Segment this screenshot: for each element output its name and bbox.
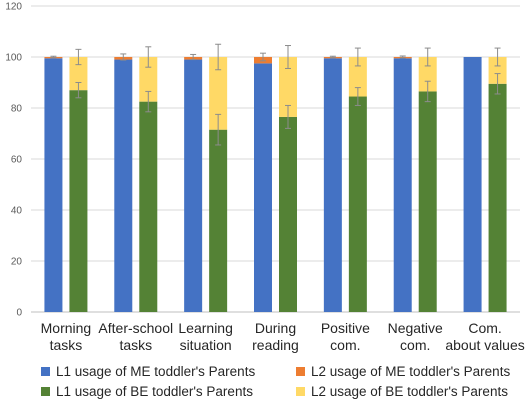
bar-segment <box>139 57 158 102</box>
bar-segment <box>279 116 297 312</box>
legend-label: L1 usage of ME toddler's Parents <box>56 364 255 379</box>
bar-segment <box>69 90 88 313</box>
bar-segment <box>254 63 272 312</box>
bar-segment <box>44 58 63 313</box>
gridlines <box>31 5 520 313</box>
x-tick-label: reading <box>252 337 299 353</box>
bar-segment <box>69 57 88 91</box>
legend-label: L1 usage of BE toddler's Parents <box>56 384 253 399</box>
bar-segment <box>209 57 228 130</box>
x-tick-label: Negative <box>388 320 443 336</box>
y-tick-label: 20 <box>11 257 23 268</box>
y-tick-label: 60 <box>11 155 23 166</box>
bar-segment <box>418 57 437 92</box>
x-axis: MorningtasksAfter-schooltasksLearningsit… <box>41 320 525 353</box>
y-tick-label: 80 <box>11 104 23 115</box>
legend-label: L2 usage of ME toddler's Parents <box>311 364 510 379</box>
bar-segment <box>184 59 203 312</box>
x-tick-label: Com. <box>468 320 501 336</box>
legend-label: L2 usage of BE toddler's Parents <box>311 384 508 399</box>
x-tick-label: Learning <box>178 320 233 336</box>
bar-segment <box>323 58 342 313</box>
x-tick-label: Positive <box>321 320 370 336</box>
legend-swatch <box>41 387 50 396</box>
bar-segment <box>488 83 507 313</box>
bar-segment <box>463 57 482 312</box>
x-tick-label: Morning <box>41 320 92 336</box>
bar-segment <box>348 57 367 97</box>
y-axis: 0 20 40 60 80 100 120 <box>5 2 22 319</box>
x-tick-label: about values <box>445 337 524 353</box>
bar-segment <box>279 57 297 117</box>
bar-segment <box>488 57 507 84</box>
bar-segment <box>393 58 412 313</box>
y-tick-label: 40 <box>11 206 23 217</box>
bars <box>44 57 507 313</box>
x-tick-label: During <box>255 320 296 336</box>
legend-swatch <box>41 367 50 376</box>
y-tick-label: 0 <box>16 308 22 319</box>
y-tick-label: 120 <box>5 2 22 13</box>
bar-segment <box>139 101 158 312</box>
x-tick-label: com. <box>400 337 430 353</box>
bar-segment <box>418 91 437 312</box>
bar-segment <box>114 59 133 312</box>
bar-segment <box>209 129 228 312</box>
x-tick-label: tasks <box>119 337 152 353</box>
legend-swatch <box>296 387 305 396</box>
legend-swatch <box>296 367 305 376</box>
legend: L1 usage of ME toddler's Parents L2 usage… <box>41 364 510 399</box>
x-tick-label: tasks <box>50 337 83 353</box>
x-tick-label: After-school <box>98 320 173 336</box>
error-bars <box>50 43 501 146</box>
x-tick-label: situation <box>180 337 232 353</box>
bar-segment <box>348 96 367 313</box>
y-tick-label: 100 <box>5 53 22 64</box>
x-tick-label: com. <box>330 337 360 353</box>
